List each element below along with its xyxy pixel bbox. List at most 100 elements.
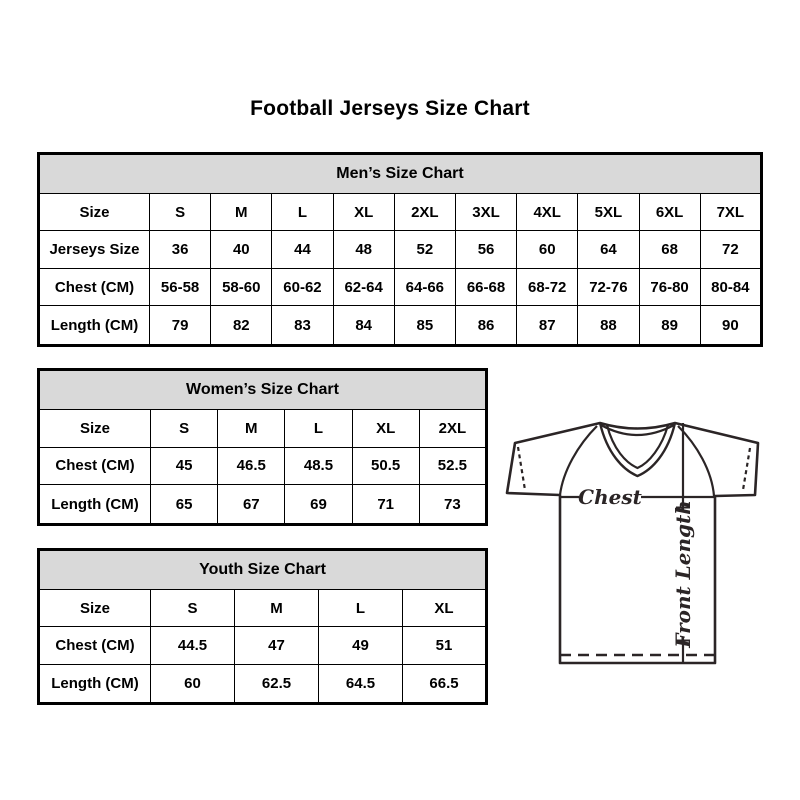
womens-size-table: Women’s Size Chart Size S M L XL 2XL Chest (CM)… [37, 368, 488, 526]
size-cell: 52 [393, 230, 456, 269]
mens-size-table: Men’s Size Chart Size S M L XL 2XL 3XL 4XL 5XL 6XL… [37, 152, 763, 347]
size-cell: 68 [638, 230, 701, 269]
size-cell: 47 [234, 626, 319, 665]
size-cell: 69 [284, 484, 353, 525]
front-length-label-backdrop [672, 510, 694, 637]
size-cell: 45 [149, 446, 219, 486]
size-table: Youth Size Chart Size S M L XL Chest (CM) 44.5 4… [37, 548, 488, 705]
size-cell: 85 [393, 305, 456, 346]
size-cell: 71 [351, 484, 420, 525]
row-label: Size [38, 409, 151, 448]
size-cell: 56 [454, 230, 518, 269]
jersey-measurement-diagram: Chest Front Length [503, 413, 765, 665]
size-cell: 66.5 [402, 663, 487, 705]
page-title: Football Jerseys Size Chart [250, 97, 530, 120]
table-row: Chest (CM) 44.5 47 49 51 [38, 626, 487, 665]
size-cell: 50.5 [351, 446, 420, 486]
table-row: Jerseys Size 36 40 44 48 52 56 60 64 68 72 [38, 230, 763, 269]
size-cell: 64.5 [318, 663, 403, 705]
size-cell: 60-62 [271, 267, 334, 307]
table-row: Length (CM) 79 82 83 84 85 86 87 88 89 90 [38, 305, 763, 346]
size-cell: 44 [271, 230, 334, 269]
size-cell: 76-80 [638, 267, 701, 307]
row-label: Size [38, 192, 150, 232]
youth-size-table: Youth Size Chart Size S M L XL Chest (CM) 44.5 4… [37, 548, 488, 705]
size-cell: 88 [577, 305, 640, 346]
size-cell: S [150, 588, 235, 628]
size-cell: 48 [332, 230, 395, 269]
size-cell: 80-84 [699, 267, 763, 307]
size-cell: 44.5 [150, 626, 235, 665]
size-cell: 52.5 [418, 446, 488, 486]
size-cell: 3XL [454, 192, 518, 232]
size-cell: 49 [318, 626, 403, 665]
size-cell: 87 [516, 305, 579, 346]
size-cell: 79 [148, 305, 212, 346]
row-label: Length (CM) [38, 305, 150, 346]
chest-label-backdrop [579, 485, 641, 508]
chest-measure-label: Chest [578, 485, 642, 509]
size-cell: 2XL [393, 192, 456, 232]
collar-v-inner [605, 424, 670, 470]
size-cell: 82 [210, 305, 273, 346]
size-cell: 90 [699, 305, 763, 346]
size-cell: 67 [217, 484, 286, 525]
size-cell: 2XL [418, 409, 488, 448]
size-cell: 64 [577, 230, 640, 269]
table-row: Size S M L XL [38, 588, 487, 628]
size-cell: 56-58 [148, 267, 212, 307]
row-label: Chest (CM) [38, 626, 151, 665]
size-cell: 72 [699, 230, 763, 269]
row-label: Size [38, 588, 151, 628]
table-title: Women’s Size Chart [38, 369, 487, 410]
size-cell: 6XL [638, 192, 701, 232]
table-row: Size S M L XL 2XL [38, 409, 488, 448]
size-cell: 46.5 [217, 446, 286, 486]
size-cell: L [271, 192, 334, 232]
size-cell: 83 [271, 305, 334, 346]
size-cell: XL [402, 588, 487, 628]
size-cell: 73 [418, 484, 488, 525]
size-cell: 48.5 [284, 446, 353, 486]
size-cell: 40 [210, 230, 273, 269]
size-cell: 4XL [516, 192, 579, 232]
size-cell: XL [332, 192, 395, 232]
size-cell: M [234, 588, 319, 628]
jersey-outline [505, 421, 760, 665]
table-row: Length (CM) 65 67 69 71 73 [38, 484, 488, 525]
table-row: Chest (CM) 45 46.5 48.5 50.5 52.5 [38, 446, 488, 486]
size-cell: 86 [454, 305, 518, 346]
table-row: Size S M L XL 2XL 3XL 4XL 5XL 6XL 7XL [38, 192, 763, 232]
size-cell: 66-68 [454, 267, 518, 307]
size-cell: 60 [150, 663, 235, 705]
size-cell: M [210, 192, 273, 232]
size-cell: 84 [332, 305, 395, 346]
left-cuff-dashed-line [516, 446, 527, 491]
size-cell: 65 [149, 484, 219, 525]
size-cell: 72-76 [577, 267, 640, 307]
row-label: Chest (CM) [38, 267, 150, 307]
row-label: Jerseys Size [38, 230, 150, 269]
size-table: Men’s Size Chart Size S M L XL 2XL 3XL 4XL 5XL 6XL… [37, 152, 763, 347]
size-cell: XL [351, 409, 420, 448]
size-cell: M [217, 409, 286, 448]
size-cell: 89 [638, 305, 701, 346]
right-cuff-dashed-line [741, 447, 752, 491]
left-armhole-seam-line [558, 425, 598, 496]
size-cell: 64-66 [393, 267, 456, 307]
table-title: Youth Size Chart [38, 549, 487, 590]
row-label: Length (CM) [38, 663, 151, 705]
row-label: Chest (CM) [38, 446, 151, 486]
table-title: Men’s Size Chart [38, 153, 762, 194]
size-cell: 60 [516, 230, 579, 269]
size-table: Women’s Size Chart Size S M L XL 2XL Chest (CM)… [37, 368, 488, 526]
size-cell: 68-72 [516, 267, 579, 307]
size-cell: L [284, 409, 353, 448]
front-length-measure-label: Front Length [671, 500, 695, 649]
size-cell: 36 [148, 230, 212, 269]
jersey-diagram-svg: Chest Front Length [505, 421, 760, 665]
size-cell: 7XL [699, 192, 763, 232]
table-row: Chest (CM) 56-58 58-60 60-62 62-64 64-66 66-68… [38, 267, 763, 307]
size-cell: 51 [402, 626, 487, 665]
